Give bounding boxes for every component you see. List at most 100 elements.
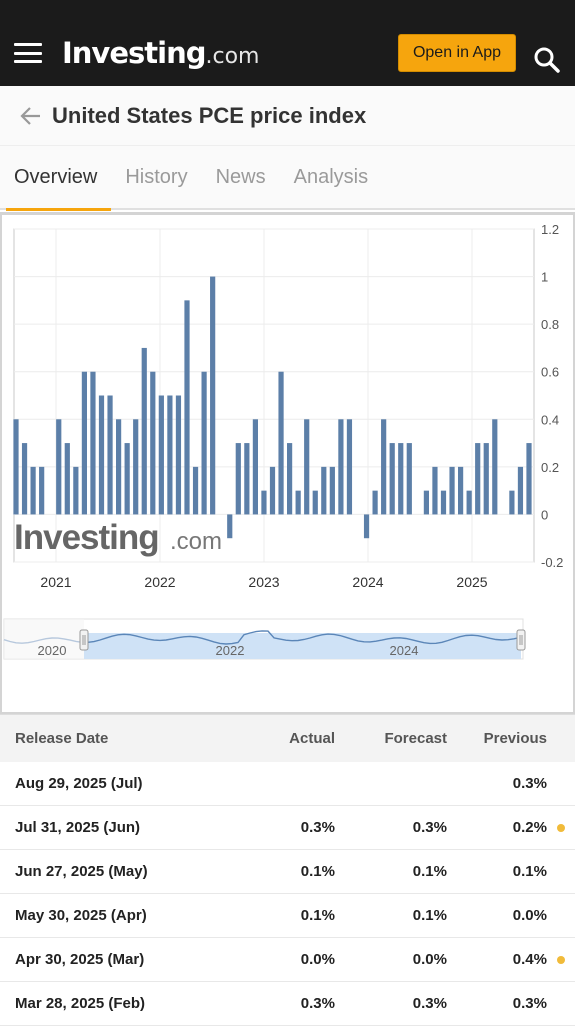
- open-in-app-button[interactable]: Open in App: [398, 34, 516, 72]
- chart-bar: [252, 419, 258, 515]
- y-tick-label: 0.2: [541, 460, 559, 475]
- chart-bar: [201, 371, 207, 515]
- table-row[interactable]: May 30, 2025 (Apr) 0.1% 0.1% 0.0%: [0, 894, 575, 938]
- back-arrow-icon[interactable]: [20, 105, 42, 127]
- range-navigator[interactable]: 2020 2022 2024: [3, 618, 526, 660]
- pce-bar-chart[interactable]: Investing .com 1.2 1 0.8 0.6 0.4 0.2 0 -0.2 202…: [2, 215, 573, 712]
- table-row[interactable]: Apr 30, 2025 (Mar) 0.0% 0.0% 0.4%: [0, 938, 575, 982]
- chart-bar: [210, 276, 216, 515]
- navigator-series-line: [3, 630, 521, 645]
- navigator-mask-left: [4, 619, 84, 659]
- chart-bar: [124, 443, 130, 515]
- chart-bar: [269, 466, 276, 515]
- x-tick-label: 2021: [40, 574, 71, 590]
- actual-cell: 0.3%: [300, 995, 335, 1012]
- chart-bar: [98, 395, 105, 515]
- forecast-cell: 0.3%: [412, 819, 447, 836]
- status-bar: [0, 0, 575, 20]
- revision-indicator-icon[interactable]: [557, 955, 565, 964]
- x-tick-label: 2023: [248, 574, 279, 590]
- table-body: Aug 29, 2025 (Jul) 0.3% Jul 31, 2025 (Jun)…: [0, 762, 575, 1026]
- table-row[interactable]: Jun 27, 2025 (May) 0.1% 0.1% 0.1%: [0, 850, 575, 894]
- chart-bar: [90, 371, 96, 515]
- chart-bar: [526, 443, 532, 515]
- chart-bar: [56, 419, 62, 515]
- tab-bar: Overview History News Analysis: [0, 145, 575, 211]
- chart-card: Investing .com 1.2 1 0.8 0.6 0.4 0.2 0 -0.2 202…: [0, 212, 575, 714]
- chart-bar: [466, 490, 472, 515]
- chart-bar: [346, 419, 353, 515]
- x-tick-label: 2025: [456, 574, 487, 590]
- tab-news[interactable]: News: [215, 165, 266, 188]
- tab-analysis[interactable]: Analysis: [293, 165, 369, 188]
- y-tick-label: 0.8: [541, 317, 559, 332]
- forecast-cell: 0.1%: [412, 907, 447, 924]
- tab-history[interactable]: History: [125, 165, 188, 188]
- release-history-table: Release Date Actual Forecast Previous Au…: [0, 714, 575, 1026]
- chart-bar: [278, 371, 284, 515]
- release-date-cell: May 30, 2025 (Apr): [15, 907, 147, 924]
- chart-bar: [432, 466, 438, 515]
- svg-text:Investing: Investing: [14, 518, 159, 557]
- chart-bar: [244, 443, 250, 515]
- navigator-handle-right[interactable]: [516, 629, 526, 651]
- chart-bar: [167, 395, 173, 515]
- y-tick-label: 1: [541, 270, 548, 285]
- chart-bar: [449, 466, 455, 515]
- actual-cell: 0.0%: [300, 951, 335, 968]
- logo-brand: Investing: [62, 36, 206, 70]
- navigator-year-label: 2020: [38, 643, 67, 658]
- table-row[interactable]: Aug 29, 2025 (Jul) 0.3%: [0, 762, 575, 806]
- table-row[interactable]: Mar 28, 2025 (Feb) 0.3% 0.3% 0.3%: [0, 982, 575, 1026]
- previous-cell: 0.4%: [512, 951, 547, 968]
- chart-bar: [458, 466, 464, 515]
- chart-bar: [372, 490, 378, 515]
- previous-cell: 0.0%: [512, 907, 547, 924]
- chart-bar: [192, 466, 199, 515]
- header-release-date: Release Date: [15, 730, 109, 747]
- header-forecast: Forecast: [384, 730, 447, 747]
- chart-bar: [492, 419, 498, 515]
- navigator-year-label: 2022: [216, 643, 245, 658]
- release-date-cell: Jul 31, 2025 (Jun): [15, 819, 141, 836]
- y-axis-ticks: 1.2 1 0.8 0.6 0.4 0.2 0 -0.2: [541, 222, 563, 570]
- y-tick-label: 0: [541, 507, 548, 522]
- logo-tld: .com: [205, 44, 260, 69]
- search-icon[interactable]: [532, 45, 562, 75]
- tab-overview[interactable]: Overview: [0, 145, 112, 211]
- chart-bar: [21, 443, 28, 515]
- chart-bar: [517, 466, 524, 515]
- chart-bars: [13, 276, 532, 539]
- chart-bar: [235, 443, 241, 515]
- actual-cell: 0.1%: [300, 907, 335, 924]
- chart-bar: [312, 490, 318, 515]
- chart-bar: [475, 443, 481, 515]
- release-date-cell: Apr 30, 2025 (Mar): [15, 951, 145, 968]
- chart-bar: [381, 419, 387, 515]
- investing-logo[interactable]: Investing .com: [62, 36, 259, 70]
- page-header: United States PCE price index: [0, 86, 575, 146]
- hamburger-menu-icon[interactable]: [14, 43, 42, 63]
- table-row[interactable]: Jul 31, 2025 (Jun) 0.3% 0.3% 0.2%: [0, 806, 575, 850]
- chart-bar: [398, 443, 404, 515]
- previous-cell: 0.2%: [512, 819, 547, 836]
- chart-bar: [509, 490, 515, 515]
- investing-watermark: Investing .com: [14, 518, 222, 557]
- chart-bar: [158, 395, 164, 515]
- x-tick-label: 2024: [352, 574, 383, 590]
- header-actual: Actual: [289, 730, 335, 747]
- y-tick-label: 0.6: [541, 365, 559, 380]
- forecast-cell: 0.3%: [412, 995, 447, 1012]
- chart-bar: [406, 443, 412, 515]
- navigator-selection: [84, 633, 521, 659]
- chart-bar: [116, 419, 122, 515]
- navigator-year-label: 2024: [390, 643, 419, 658]
- previous-cell: 0.3%: [512, 995, 547, 1012]
- chart-bar: [81, 371, 87, 515]
- revision-indicator-icon[interactable]: [557, 823, 565, 832]
- previous-cell: 0.3%: [512, 775, 547, 792]
- x-axis-ticks: 2021 2022 2023 2024 2025: [40, 574, 487, 590]
- table-header: Release Date Actual Forecast Previous: [0, 714, 575, 762]
- navigator-handle-left[interactable]: [79, 629, 89, 651]
- chart-bar: [321, 466, 327, 515]
